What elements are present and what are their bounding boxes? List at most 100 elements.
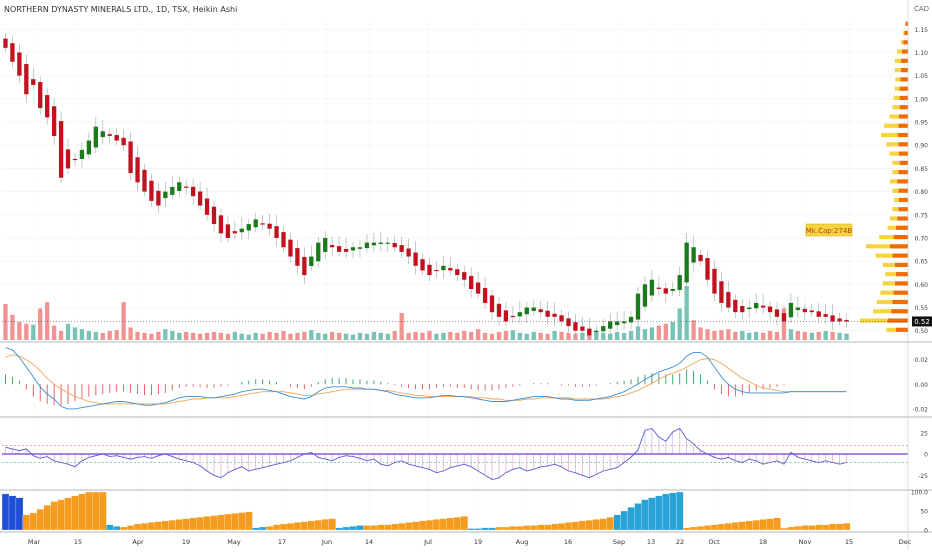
trend-tick-label: 0 (924, 528, 928, 535)
trend-histogram-bar (92, 491, 100, 531)
candle (580, 326, 585, 331)
candle (621, 321, 627, 324)
candle (552, 313, 557, 317)
volume-bar (747, 332, 752, 340)
volume-bar (211, 331, 217, 340)
candle (239, 228, 244, 233)
trend-histogram-bar (147, 522, 156, 531)
volume-bar (698, 327, 703, 340)
profile-bar-orange (905, 21, 908, 26)
candle (482, 288, 488, 303)
trend-histogram-bar (140, 523, 149, 531)
trend-histogram-bar (78, 493, 86, 531)
volume-bar (142, 332, 147, 340)
volume-bar (517, 332, 522, 340)
volume-bar (552, 331, 557, 340)
candle (31, 79, 36, 85)
market-cap-label: Mk.Cap:274B (806, 227, 853, 235)
volume-bar (10, 314, 15, 340)
profile-bar-orange (897, 132, 908, 138)
x-tick-label: Jul (423, 538, 432, 546)
candle (524, 307, 529, 315)
candle (455, 269, 460, 276)
candle (149, 180, 154, 201)
profile-bar-yellow (880, 290, 894, 295)
volume-bar (684, 286, 689, 340)
volume-bar (135, 331, 140, 340)
trend-histogram-bar (439, 518, 448, 531)
trend-histogram-bar (537, 524, 545, 531)
osc-line (5, 427, 847, 480)
trend-histogram-bar (29, 512, 38, 531)
candle (469, 275, 474, 289)
volume-bar (448, 331, 453, 340)
price-tick-label: 1.10 (915, 50, 929, 57)
volume-bar (740, 331, 745, 340)
volume-bar (719, 330, 724, 340)
profile-bar-orange (894, 281, 908, 286)
candle (496, 303, 502, 317)
profile-bar-orange (897, 179, 908, 184)
trend-histogram-bar (530, 525, 538, 531)
profile-bar-orange (898, 188, 908, 193)
profile-bar-yellow (894, 86, 900, 91)
candle (336, 246, 342, 252)
price-tick-label: 0.70 (915, 235, 929, 242)
candle (281, 232, 286, 248)
candle (177, 182, 182, 191)
trend-histogram-bar (217, 514, 225, 531)
candle (267, 223, 272, 229)
volume-bar (100, 332, 105, 340)
trend-histogram-bar (773, 517, 781, 531)
candle (545, 310, 550, 317)
candle (587, 328, 592, 336)
volume-bar (837, 332, 842, 340)
trend-histogram-bar (363, 525, 371, 531)
trend-histogram-bar (488, 527, 496, 531)
candle (635, 293, 641, 320)
trend-histogram-bar (64, 497, 72, 531)
profile-bar-yellow (875, 253, 893, 258)
trend-histogram-bar (620, 510, 628, 531)
profile-bar-orange (900, 68, 908, 73)
trend-histogram-bar (377, 524, 385, 531)
trend-histogram-bar (648, 497, 656, 531)
profile-bar-orange (892, 299, 908, 305)
volume-bar (302, 331, 307, 340)
candle (413, 252, 418, 266)
trend-histogram-bar (738, 521, 747, 531)
volume-bar (531, 331, 536, 340)
trend-histogram-bar (36, 508, 45, 531)
osc-tick-label: 0 (924, 452, 928, 459)
candle (733, 299, 738, 313)
trend-histogram-bar (544, 524, 552, 531)
profile-bar-orange (900, 58, 908, 63)
profile-bar-orange (899, 105, 908, 110)
profile-bar-orange (902, 49, 908, 54)
volume-bar (121, 302, 126, 340)
candle (740, 305, 745, 313)
profile-bar-orange (900, 77, 908, 82)
x-tick-label: 15 (74, 538, 82, 546)
volume-bar (462, 331, 467, 340)
volume-bar (45, 302, 50, 340)
volume-bar (649, 327, 655, 340)
volume-bar (427, 331, 432, 340)
x-tick-label: 17 (278, 538, 286, 546)
candle (517, 312, 522, 317)
volume-bar (86, 331, 92, 340)
candle (677, 275, 682, 290)
volume-bar (232, 331, 238, 340)
volume-bar (246, 334, 251, 340)
oscillator-panel (2, 427, 908, 480)
profile-bar-yellow (894, 58, 901, 63)
trend-histogram-bar (516, 526, 524, 531)
candle (698, 254, 703, 262)
candle (274, 226, 279, 238)
volume-bar (399, 313, 404, 340)
profile-bar-orange (899, 86, 908, 91)
profile-bar-orange (899, 160, 908, 165)
trend-histogram-bar (752, 519, 760, 531)
